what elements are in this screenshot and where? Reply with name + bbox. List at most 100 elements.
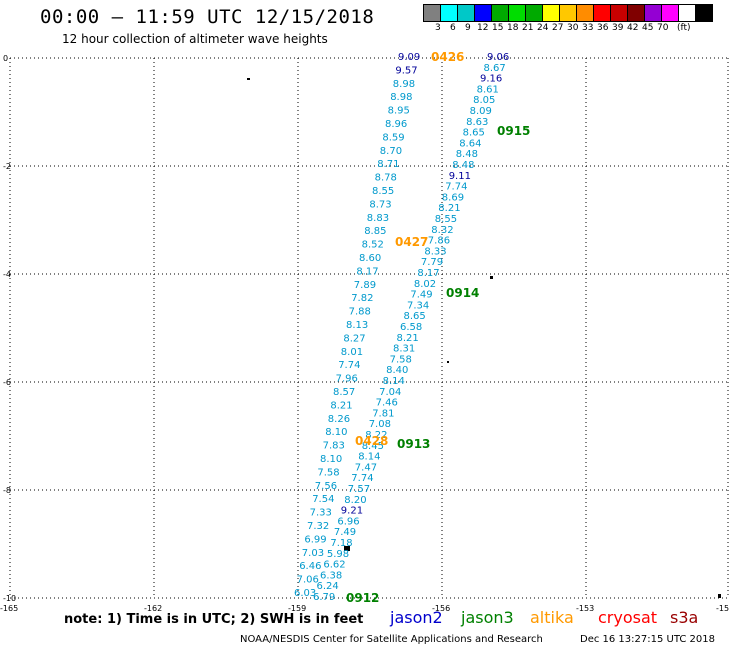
satellite-cryosat: cryosat [598, 608, 658, 627]
wave-height-value: 7.86 [428, 236, 450, 247]
wave-height-value: 8.78 [375, 173, 397, 184]
wave-height-value: 7.58 [390, 354, 412, 365]
pass-label: 0912 [346, 591, 379, 605]
wave-height-value: 7.79 [421, 257, 443, 268]
map-grid [9, 57, 729, 599]
wave-height-value: 8.40 [386, 365, 408, 376]
wave-height-value: 9.11 [449, 171, 471, 182]
legend-swatch [610, 4, 628, 22]
wave-height-value: 8.55 [372, 186, 394, 197]
x-tick-label: -156 [432, 604, 450, 613]
pass-label: 0914 [446, 286, 479, 300]
wave-height-value: 8.69 [442, 192, 464, 203]
legend-swatch [491, 4, 509, 22]
legend-unit: (ft) [677, 23, 691, 33]
wave-height-value: 8.45 [362, 441, 384, 452]
wave-height-value: 7.47 [355, 462, 377, 473]
wave-height-value: 8.01 [341, 347, 363, 358]
wave-height-value: 7.32 [307, 521, 329, 532]
wave-height-value: 8.26 [328, 414, 350, 425]
wave-track-west: 9.09 9.57 8.98 8.98 8.95 8.96 8.59 8.70 8.71 8.78… [294, 52, 420, 599]
wave-height-value: 8.61 [477, 84, 499, 95]
wave-height-value: 8.57 [333, 387, 355, 398]
wave-height-value: 8.52 [362, 240, 384, 251]
wave-height-value: 9.09 [398, 52, 420, 63]
wave-height-value: 7.89 [354, 280, 376, 291]
wave-height-value: 9.21 [341, 506, 363, 517]
footer-timestamp: Dec 16 13:27:15 UTC 2018 [580, 634, 715, 645]
legend-swatch [644, 4, 662, 22]
wave-height-value: 7.74 [351, 473, 373, 484]
y-tick-label: 0 [3, 54, 8, 63]
wave-height-value: 8.59 [382, 132, 404, 143]
pass-label: 0427 [395, 235, 428, 249]
wave-height-value: 8.05 [473, 95, 495, 106]
wave-height-value: 7.49 [410, 290, 432, 301]
page-title: 00:00 – 11:59 UTC 12/15/2018 [40, 6, 375, 28]
legend-label: 30 [567, 23, 579, 33]
wave-height-value: 8.13 [346, 320, 368, 331]
x-tick-label: -153 [576, 604, 594, 613]
x-tick-label: -162 [144, 604, 162, 613]
legend-swatch [457, 4, 475, 22]
wave-height-value: 8.65 [463, 128, 485, 139]
wave-height-value: 8.98 [390, 92, 412, 103]
legend-swatch [525, 4, 543, 22]
wave-height-value: 8.63 [466, 117, 488, 128]
wave-height-value: 8.10 [320, 454, 342, 465]
x-axis-ticks: -165 -162 -159 -156 -153 -15 [0, 604, 729, 613]
island-marker [490, 276, 493, 279]
wave-height-value: 8.70 [380, 146, 402, 157]
wave-height-value: 8.17 [417, 268, 439, 279]
y-tick-label: -6 [3, 378, 11, 387]
x-tick-label: -165 [0, 604, 18, 613]
y-tick-label: -4 [3, 270, 11, 279]
island-markers [247, 78, 721, 598]
wave-height-value: 9.57 [395, 65, 417, 76]
wave-height-value: 8.27 [343, 333, 365, 344]
wave-height-value: 8.65 [404, 311, 426, 322]
wave-height-value: 8.85 [364, 226, 386, 237]
wave-height-value: 8.31 [393, 344, 415, 355]
legend-swatch [474, 4, 492, 22]
satellite-altika: altika [530, 608, 574, 627]
satellite-s3a: s3a [670, 608, 699, 627]
wave-height-value: 8.21 [438, 203, 460, 214]
legend-label: 24 [537, 23, 549, 33]
wave-height-value: 6.99 [304, 534, 326, 545]
legend-label: 15 [492, 23, 504, 33]
wave-height-value: 7.06 [297, 575, 319, 586]
legend-swatch [661, 4, 679, 22]
legend-label: 9 [465, 23, 471, 33]
legend-swatch [627, 4, 645, 22]
legend-label: 33 [582, 23, 594, 33]
wave-height-value: 8.60 [359, 253, 381, 264]
footer-credit: NOAA/NESDIS Center for Satellite Applica… [240, 634, 543, 645]
footer-note: note: 1) Time is in UTC; 2) SWH is in fe… [64, 612, 364, 627]
wave-height-value: 6.58 [400, 322, 422, 333]
wave-height-value: 9.16 [480, 74, 502, 85]
wave-height-value: 8.02 [414, 279, 436, 290]
wave-height-value: 7.81 [372, 408, 394, 419]
legend-label: 12 [477, 23, 489, 33]
wave-height-value: 8.95 [388, 106, 410, 117]
wave-height-value: 7.58 [317, 467, 339, 478]
wave-height-value: 8.96 [385, 119, 407, 130]
wave-track-east: 9.068.679.168.618.058.098.638.658.648.48… [313, 52, 509, 603]
legend-label: 18 [507, 23, 519, 33]
pass-label: 0913 [397, 437, 430, 451]
wave-height-value: 8.14 [358, 452, 380, 463]
legend-label: 42 [627, 23, 639, 33]
legend-swatch [678, 4, 696, 22]
wave-height-value: 7.83 [323, 441, 345, 452]
legend-swatch [695, 4, 713, 22]
wave-height-value: 8.98 [393, 79, 415, 90]
legend-swatch [593, 4, 611, 22]
legend-swatch [440, 4, 458, 22]
wave-height-value: 8.10 [325, 427, 347, 438]
legend-swatch [576, 4, 594, 22]
wave-height-value: 8.22 [365, 430, 387, 441]
legend-label: 39 [612, 23, 624, 33]
y-tick-label: -8 [3, 486, 11, 495]
